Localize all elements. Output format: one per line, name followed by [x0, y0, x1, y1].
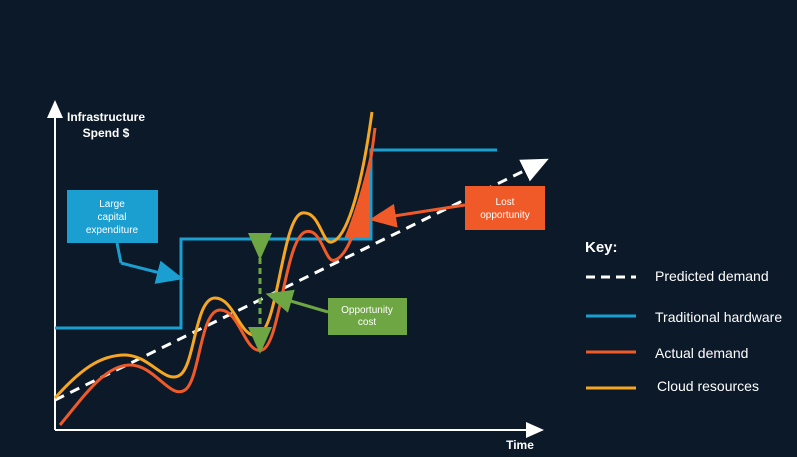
- opportunity-text: cost: [358, 317, 377, 328]
- hardware-line: [55, 148, 497, 330]
- lost-box: [465, 186, 545, 230]
- lost-text: Lost: [496, 197, 515, 208]
- x-label: Time: [506, 438, 534, 452]
- capex-text: capital: [98, 212, 127, 223]
- actual-line: [58, 127, 377, 426]
- key-label: Traditional hardware: [655, 309, 782, 325]
- opportunity-text: Opportunity: [341, 305, 393, 316]
- capex-box: [67, 190, 158, 243]
- connector: [369, 203, 466, 228]
- predicted-line: [54, 158, 549, 402]
- capex-text: expenditure: [86, 225, 139, 236]
- cloud-line: [53, 111, 374, 399]
- key-label: Predicted demand: [655, 268, 769, 284]
- lost-area: [344, 150, 371, 239]
- y-label: Spend $: [83, 126, 130, 140]
- connector: [120, 260, 184, 284]
- y-label: Infrastructure: [67, 110, 145, 124]
- connector: [265, 289, 329, 314]
- key-title: Key:: [585, 239, 618, 256]
- key-label: Cloud resources: [657, 378, 759, 394]
- opportunity-box: [328, 298, 407, 335]
- lost-text: opportunity: [480, 210, 529, 221]
- connector: [115, 242, 123, 264]
- key-label: Actual demand: [655, 345, 748, 361]
- capex-text: Large: [99, 199, 125, 210]
